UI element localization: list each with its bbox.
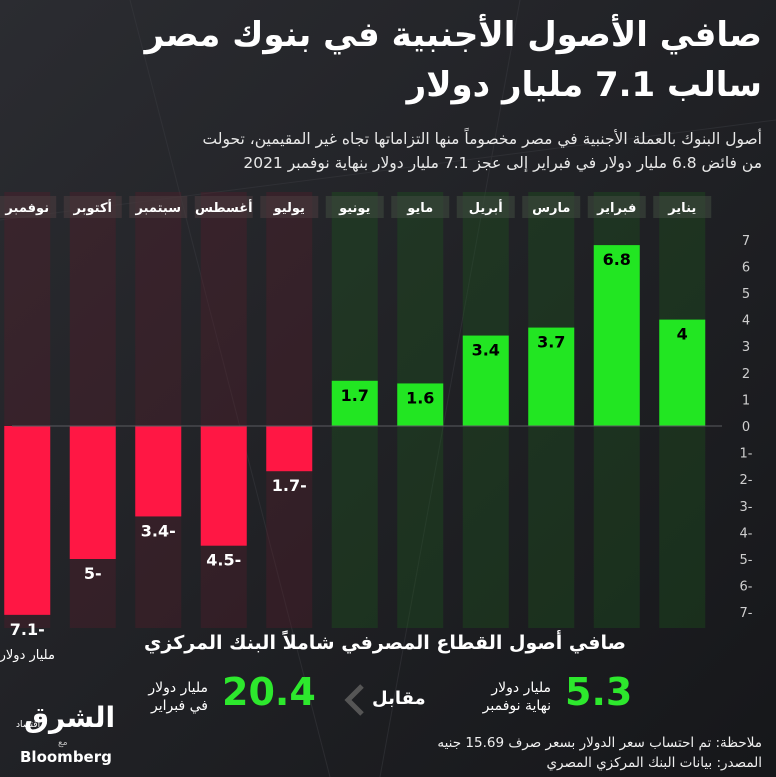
note-text: ملاحظة: تم احتساب سعر الدولار بسعر صرف 1…	[437, 735, 762, 751]
month-label: أبريل	[469, 199, 503, 216]
bar	[135, 426, 182, 517]
current-value: 5.3	[565, 670, 633, 714]
data-label: 7.1-	[10, 620, 45, 639]
month-label: مارس	[532, 201, 570, 216]
logo-partner: Bloomberg	[20, 748, 112, 766]
arrow-left-icon	[344, 684, 364, 716]
current-label-line1: مليار دولار	[491, 680, 551, 696]
bar	[266, 426, 313, 472]
y-tick-label: 6	[742, 260, 750, 275]
y-tick-label: 4-	[740, 526, 753, 541]
source-text: المصدر: بيانات البنك المركزي المصري	[546, 755, 762, 771]
month-header-box	[391, 196, 450, 218]
data-label: 1.7	[341, 386, 369, 405]
versus-label: مقابل	[372, 688, 426, 709]
y-tick-label: 1	[742, 393, 750, 408]
y-tick-label: 3-	[740, 500, 753, 515]
data-label: 3.4	[472, 341, 500, 360]
month-header-box	[194, 196, 253, 218]
bar	[331, 380, 378, 426]
headline-line1: صافي الأصول الأجنبية في بنوك مصر	[144, 15, 762, 55]
y-tick-label: 6-	[740, 580, 753, 595]
bar	[4, 426, 51, 615]
summary-title: صافي أصول القطاع المصرفي شاملاً البنك ال…	[144, 632, 626, 654]
bar	[69, 426, 116, 559]
subtitle-line2: من فائض 6.8 مليار دولار في فبراير إلى عج…	[243, 154, 762, 172]
logo-sub: اقتصاد	[16, 720, 41, 730]
month-label: أكتوبر	[73, 199, 112, 216]
data-label: 4.5-	[206, 551, 241, 570]
month-header-box	[653, 196, 712, 218]
logo-brand: الشرق	[24, 701, 116, 734]
previous-value: 20.4	[222, 670, 316, 714]
month-label: يناير	[667, 201, 696, 216]
month-label: نوفمبر	[4, 201, 49, 216]
bar	[528, 327, 575, 426]
month-label: فبراير	[596, 201, 636, 216]
y-tick-label: 0	[742, 420, 750, 435]
bar	[593, 245, 640, 426]
previous-label-line1: مليار دولار	[148, 680, 208, 696]
month-label: سبتمبر	[134, 201, 181, 216]
month-label: أغسطس	[195, 199, 253, 216]
column-band	[135, 192, 182, 628]
month-header-box	[587, 196, 646, 218]
previous-label-line2: في فبراير	[151, 698, 208, 714]
asharq-bloomberg-logo: الشرق اقتصاد مع Bloomberg	[14, 700, 122, 768]
month-header-box	[456, 196, 515, 218]
month-label: يوليو	[273, 201, 305, 216]
subtitle-line1: أصول البنوك بالعملة الأجنبية في مصر مخصو…	[202, 130, 762, 148]
column-band	[200, 192, 247, 628]
current-label-line2: نهاية نوفمبر	[482, 698, 551, 714]
bar	[462, 335, 509, 426]
y-tick-label: 7	[742, 234, 750, 249]
data-label: 6.8	[603, 250, 631, 269]
bar	[200, 426, 247, 546]
month-header-box	[0, 196, 57, 218]
data-label: 1.7-	[272, 476, 307, 495]
data-label: 5-	[84, 564, 102, 583]
column-band	[266, 192, 313, 628]
month-header-box	[522, 196, 581, 218]
y-tick-label: 1-	[740, 447, 753, 462]
month-header-box	[129, 196, 188, 218]
bar	[397, 383, 444, 426]
month-header-box	[260, 196, 319, 218]
data-label: 3.7	[537, 333, 565, 352]
month-header-box	[325, 196, 384, 218]
y-tick-label: 5	[742, 287, 750, 302]
month-label: مايو	[406, 201, 433, 216]
data-label: 4	[677, 325, 688, 344]
column-band	[69, 192, 116, 628]
y-tick-label: 2-	[740, 473, 753, 488]
data-label: 3.4-	[141, 521, 176, 540]
logo-with: مع	[58, 738, 68, 748]
y-tick-label: 2	[742, 367, 750, 382]
month-label: يونيو	[338, 201, 370, 216]
y-tick-label: 3	[742, 340, 750, 355]
bar-chart: يناير 4 فبراير 6.8 مارس 3.7 أبريل 3.4 مايو 1.6 يون…	[0, 192, 753, 663]
unit-label: مليار دولار	[0, 648, 55, 663]
headline-line2: سالب 7.1 مليار دولار	[406, 65, 762, 105]
month-header-box	[63, 196, 122, 218]
y-tick-label: 4	[742, 314, 750, 329]
data-label: 1.6	[406, 388, 434, 407]
y-tick-label: 7-	[740, 606, 753, 621]
bar	[659, 319, 706, 426]
y-tick-label: 5-	[740, 553, 753, 568]
